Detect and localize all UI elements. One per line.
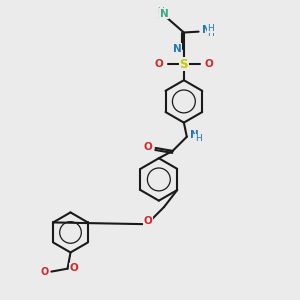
- Text: N: N: [173, 44, 182, 54]
- Text: O: O: [154, 59, 163, 69]
- Text: H: H: [158, 8, 164, 16]
- Text: O: O: [144, 142, 153, 152]
- Text: H: H: [207, 24, 214, 33]
- Text: O: O: [41, 267, 49, 277]
- Text: S: S: [180, 58, 188, 70]
- Text: N: N: [160, 9, 169, 19]
- Text: H: H: [195, 134, 202, 143]
- Text: N: N: [202, 25, 211, 35]
- Text: H: H: [207, 29, 214, 38]
- Text: O: O: [69, 263, 78, 273]
- Text: O: O: [143, 216, 152, 226]
- Text: O: O: [205, 59, 213, 69]
- Text: N: N: [190, 130, 199, 140]
- Text: H: H: [158, 11, 164, 20]
